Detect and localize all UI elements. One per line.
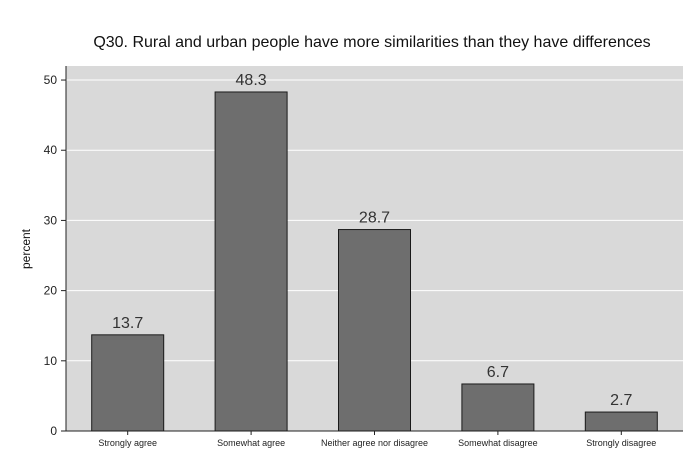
bar bbox=[461, 383, 535, 432]
bar-value-label: 48.3 bbox=[236, 72, 267, 89]
bar-value-label: 6.7 bbox=[487, 364, 509, 381]
bar-value-label: 2.7 bbox=[610, 392, 632, 409]
bar bbox=[584, 411, 658, 432]
x-tick-label: Strongly disagree bbox=[586, 438, 656, 448]
y-axis-label: percent bbox=[19, 228, 33, 269]
x-tick-label: Somewhat agree bbox=[217, 438, 285, 448]
bar-value-label: 28.7 bbox=[359, 210, 390, 227]
x-tick-label: Strongly agree bbox=[98, 438, 157, 448]
x-tick-label: Somewhat disagree bbox=[458, 438, 538, 448]
y-tick-label: 30 bbox=[44, 213, 58, 227]
y-tick-label: 20 bbox=[44, 284, 58, 298]
y-tick-label: 10 bbox=[44, 354, 58, 368]
plot-area: 0 10 20 30 40 50 13.7 Strongly agree 48.3 Somewha… bbox=[44, 66, 683, 448]
y-tick-label: 50 bbox=[44, 73, 58, 87]
bar bbox=[214, 91, 288, 432]
bar bbox=[338, 229, 411, 432]
chart-title: Q30. Rural and urban people have more si… bbox=[93, 34, 650, 51]
x-tick-label: Neither agree nor disagree bbox=[321, 438, 428, 448]
bar bbox=[91, 334, 165, 432]
bar-value-label: 13.7 bbox=[112, 315, 143, 332]
y-tick-label: 0 bbox=[50, 424, 57, 438]
y-tick-label: 40 bbox=[44, 143, 58, 157]
